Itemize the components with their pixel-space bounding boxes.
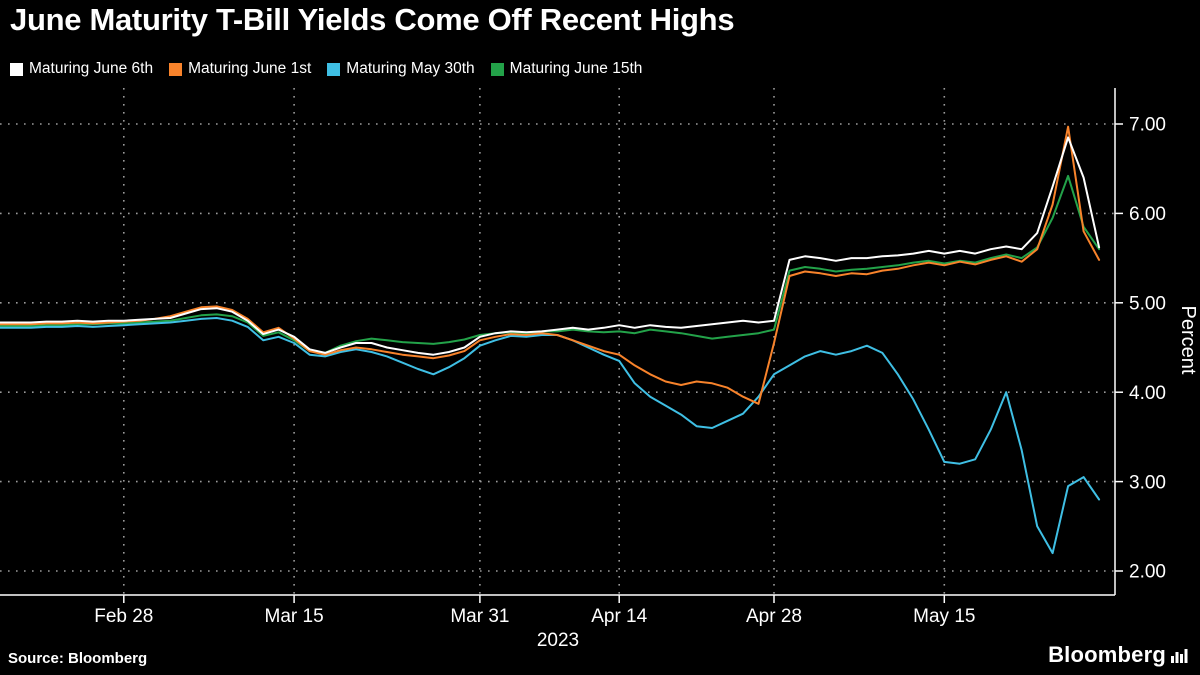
series-line-maturing-june-1st	[0, 125, 1101, 405]
series-line-maturing-may-30th	[0, 317, 1101, 555]
x-tick-label: Mar 15	[265, 606, 324, 627]
x-tick-label: Apr 28	[746, 606, 802, 627]
legend-item: Maturing June 6th	[10, 60, 153, 78]
legend-swatch	[10, 62, 23, 76]
bloomberg-wordmark: Bloomberg	[1048, 642, 1166, 667]
gridlines	[0, 88, 1115, 595]
legend-swatch	[327, 62, 341, 76]
legend-label: Maturing June 6th	[29, 60, 154, 77]
legend-label: Maturing May 30th	[346, 60, 475, 77]
legend: Maturing June 6th Maturing June 1st Maturi…	[10, 60, 642, 78]
y-tick-label: 6.00	[1129, 204, 1166, 225]
axes	[0, 88, 1123, 603]
yield-line-chart: 7.00 6.00 5.00 4.00 3.00 2.00 Feb 28 Mar 15 Mar …	[0, 88, 1199, 651]
legend-label: Maturing June 1st	[188, 60, 312, 77]
legend-swatch	[490, 62, 504, 76]
axis-labels: 7.00 6.00 5.00 4.00 3.00 2.00 Feb 28 Mar 15 Mar …	[94, 115, 1199, 651]
y-tick-label: 4.00	[1129, 383, 1166, 404]
x-tick-label: Feb 28	[94, 606, 153, 627]
y-tick-label: 7.00	[1129, 115, 1166, 136]
legend-swatch	[169, 62, 183, 76]
x-axis-year-label: 2023	[537, 630, 579, 651]
bloomberg-bars-icon	[1171, 649, 1188, 663]
y-tick-label: 5.00	[1129, 293, 1166, 314]
y-axis-title: Percent	[1177, 306, 1199, 375]
x-tick-label: Apr 14	[591, 606, 647, 627]
y-tick-label: 2.00	[1129, 562, 1166, 583]
chart-title: June Maturity T-Bill Yields Come Off Rec…	[10, 2, 735, 37]
legend-item: Maturing June 1st	[169, 60, 311, 78]
y-tick-label: 3.00	[1129, 472, 1166, 493]
bloomberg-logo: Bloomberg	[1048, 642, 1188, 668]
legend-label: Maturing June 15th	[509, 60, 643, 77]
legend-item: Maturing May 30th	[327, 60, 475, 78]
x-tick-label: Mar 31	[450, 606, 509, 627]
legend-item: Maturing June 15th	[490, 60, 643, 78]
x-tick-label: May 15	[913, 606, 975, 627]
series-line-maturing-june-6th	[0, 136, 1101, 356]
source-attribution: Source: Bloomberg	[8, 650, 148, 667]
